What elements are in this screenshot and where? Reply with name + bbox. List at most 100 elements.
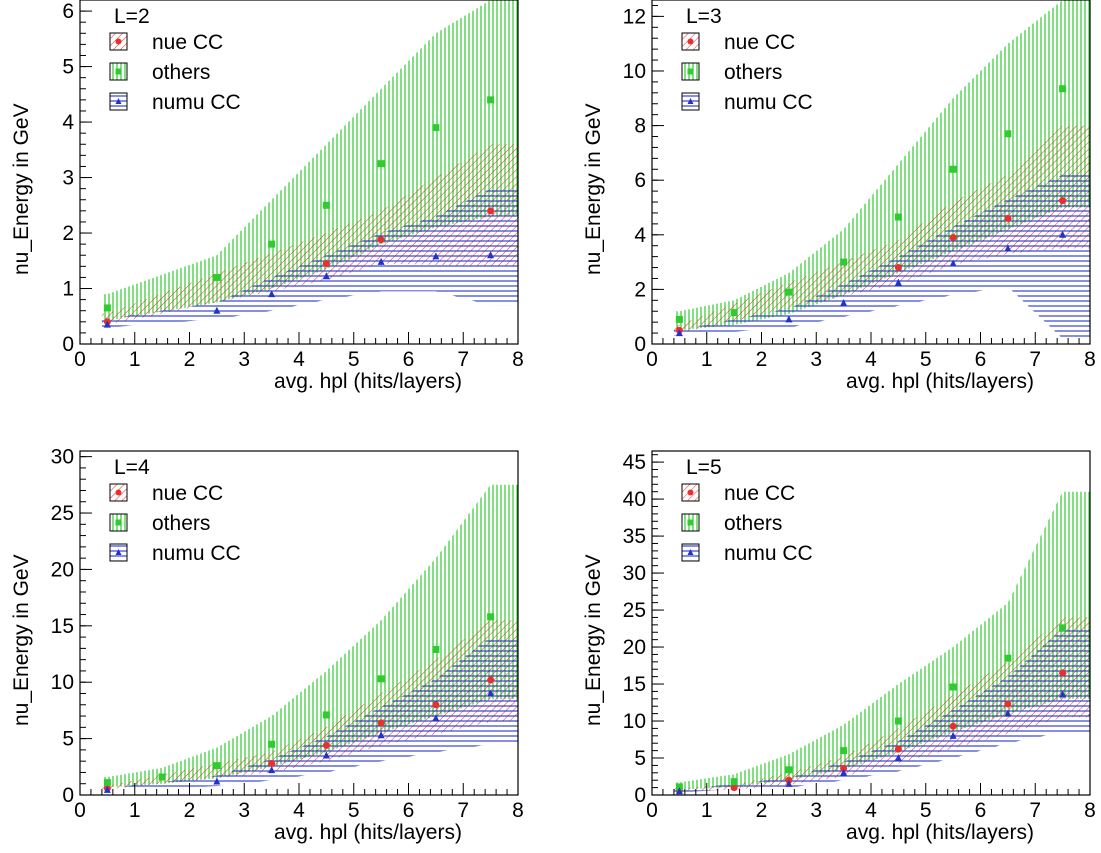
x-tick-label: 0 (74, 348, 86, 371)
point-numu (322, 272, 330, 280)
point-numu (1004, 244, 1012, 252)
point-numu (377, 731, 385, 739)
legend: L=2 nue CC others numu CC (109, 5, 241, 114)
legend-item-nue: nue CC (152, 31, 223, 54)
point-others (730, 778, 738, 786)
x-tick-label: 6 (403, 348, 415, 371)
legend-item-nue: nue CC (724, 482, 795, 505)
panel-0: 0 1 2 3 4 5 6 7 8 0 1 2 3 4 5 6 L=2 nue CC others numu… (10, 0, 524, 393)
point-nue (487, 676, 495, 684)
x-tick-label: 3 (238, 799, 250, 822)
y-tick-label: 5 (62, 56, 74, 79)
y-tick-label: 0 (62, 333, 74, 356)
y-tick-label: 6 (62, 0, 74, 23)
point-nue (377, 236, 385, 244)
x-tick-label: 5 (348, 799, 360, 822)
point-nue (268, 759, 276, 767)
y-tick-label: 8 (634, 115, 646, 138)
y-tick-label: 3 (62, 167, 74, 190)
point-numu (432, 252, 440, 260)
x-axis-title: avg. hpl (hits/layers) (846, 370, 1034, 393)
point-nue (949, 234, 957, 242)
legend-item-others: others (152, 512, 210, 535)
markers (675, 85, 1067, 337)
y-tick-label: 0 (62, 784, 74, 807)
point-others (103, 304, 111, 312)
x-tick-label: 5 (920, 348, 932, 371)
point-numu (675, 329, 683, 337)
legend: L=5 nue CC others numu CC (681, 456, 813, 565)
x-ticks: 0 1 2 3 4 5 6 7 8 (74, 332, 524, 371)
point-others (432, 124, 440, 132)
point-others (949, 165, 957, 173)
x-tick-label: 8 (1084, 348, 1096, 371)
legend-item-numu: numu CC (724, 91, 813, 114)
y-tick-label: 35 (623, 525, 646, 548)
y-tick-label: 45 (623, 451, 646, 474)
y-tick-label: 30 (623, 562, 646, 585)
y-axis-title: nu_Energy in GeV (10, 554, 33, 726)
legend-item-others: others (724, 61, 782, 84)
point-others (268, 740, 276, 748)
y-tick-label: 12 (623, 5, 646, 28)
x-tick-label: 2 (184, 348, 196, 371)
point-others (1004, 130, 1012, 138)
point-others (1059, 624, 1067, 632)
y-tick-label: 5 (62, 728, 74, 751)
point-others (377, 160, 385, 168)
x-tick-label: 7 (457, 348, 469, 371)
legend-item-nue: nue CC (724, 31, 795, 54)
legend-marker-others (115, 519, 122, 526)
point-others (432, 646, 440, 654)
legend-item-numu: numu CC (152, 91, 241, 114)
y-ticks: 0 5 10 15 20 25 30 35 40 45 (623, 451, 664, 807)
point-numu (268, 290, 276, 298)
point-nue (432, 701, 440, 709)
point-others (675, 315, 683, 323)
x-tick-label: 4 (293, 348, 305, 371)
band-numu (673, 628, 1090, 792)
point-nue (322, 260, 330, 268)
x-tick-label: 5 (348, 348, 360, 371)
point-numu (840, 768, 848, 776)
x-axis-title: avg. hpl (hits/layers) (274, 370, 462, 393)
point-others (840, 747, 848, 755)
legend-marker-others (115, 68, 122, 75)
point-others (103, 779, 111, 787)
x-tick-label: 0 (74, 799, 86, 822)
legend-item-others: others (724, 512, 782, 535)
point-nue (730, 784, 738, 792)
point-numu (949, 731, 957, 739)
legend-marker-nue (687, 489, 694, 496)
point-others (487, 96, 495, 104)
x-tick-label: 5 (920, 799, 932, 822)
point-numu (1059, 690, 1067, 698)
panel-2: 0 1 2 3 4 5 6 7 8 0 5 10 15 20 25 30 L=4 nue CC others… (10, 446, 524, 844)
band-nue (101, 144, 519, 325)
point-others (1059, 85, 1067, 93)
y-tick-label: 15 (623, 673, 646, 696)
point-nue (949, 722, 957, 730)
y-axis-title: nu_Energy in GeV (582, 554, 605, 726)
x-tick-label: 6 (403, 799, 415, 822)
point-others (213, 273, 221, 281)
legend-marker-others (687, 519, 694, 526)
band-others (673, 0, 1090, 331)
band-numu (101, 637, 519, 791)
point-nue (894, 264, 902, 272)
point-others (322, 711, 330, 719)
markers (675, 624, 1067, 795)
point-nue (377, 719, 385, 727)
y-ticks: 0 1 2 3 4 5 6 (62, 0, 92, 356)
point-numu (213, 777, 221, 785)
y-tick-label: 25 (51, 502, 74, 525)
point-others (894, 213, 902, 221)
x-tick-label: 6 (975, 348, 987, 371)
point-others (675, 783, 683, 791)
legend: L=4 nue CC others numu CC (109, 456, 241, 565)
point-numu (675, 787, 683, 795)
legend-marker-numu (687, 98, 694, 104)
y-axis-title: nu_Energy in GeV (10, 103, 33, 275)
y-tick-label: 4 (62, 111, 74, 134)
